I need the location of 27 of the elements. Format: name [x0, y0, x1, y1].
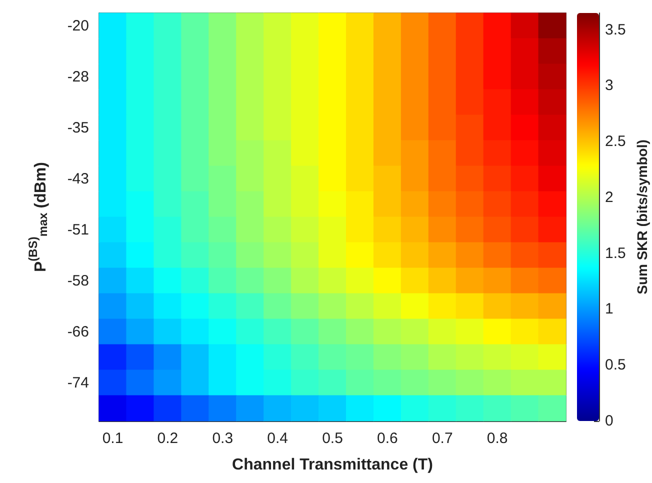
y-tick-label: -20 — [67, 17, 89, 34]
color-bar-label: 2 — [605, 188, 614, 206]
x-tick-label: 0.8 — [486, 430, 508, 447]
x-tick-label: 0.4 — [267, 430, 288, 447]
color-bar-label: 0 — [605, 412, 614, 430]
y-tick-label: -28 — [67, 68, 89, 86]
x-tick-label: 0.2 — [157, 430, 178, 447]
x-tick-label: 0.6 — [377, 430, 398, 447]
y-tick-label: -74 — [67, 374, 89, 392]
x-tick-label: 0.1 — [102, 430, 124, 447]
color-bar-label: 0.5 — [605, 356, 626, 374]
color-bar-label: 3.5 — [605, 21, 626, 38]
y-tick-label: -66 — [67, 323, 89, 340]
color-bar-label: 1.5 — [605, 244, 626, 262]
y-tick-label: -43 — [67, 170, 89, 188]
color-bar-label: 1 — [605, 300, 614, 318]
color-bar-label: 3 — [605, 77, 614, 94]
x-tick-label: 0.5 — [322, 430, 343, 447]
y-axis-title: P(BS)max (dBm) — [26, 162, 50, 272]
x-tick-label: 0.3 — [212, 430, 234, 447]
y-tick-label: -35 — [67, 119, 89, 136]
x-tick-label: 0.7 — [432, 430, 453, 447]
x-axis-title: Channel Transmittance (T) — [232, 456, 433, 474]
y-tick-label: -58 — [67, 272, 89, 290]
color-bar-label: 2.5 — [605, 133, 626, 150]
y-tick-label: -51 — [67, 221, 89, 238]
color-bar-title: Sum SKR (bits/symbol) — [634, 140, 650, 294]
